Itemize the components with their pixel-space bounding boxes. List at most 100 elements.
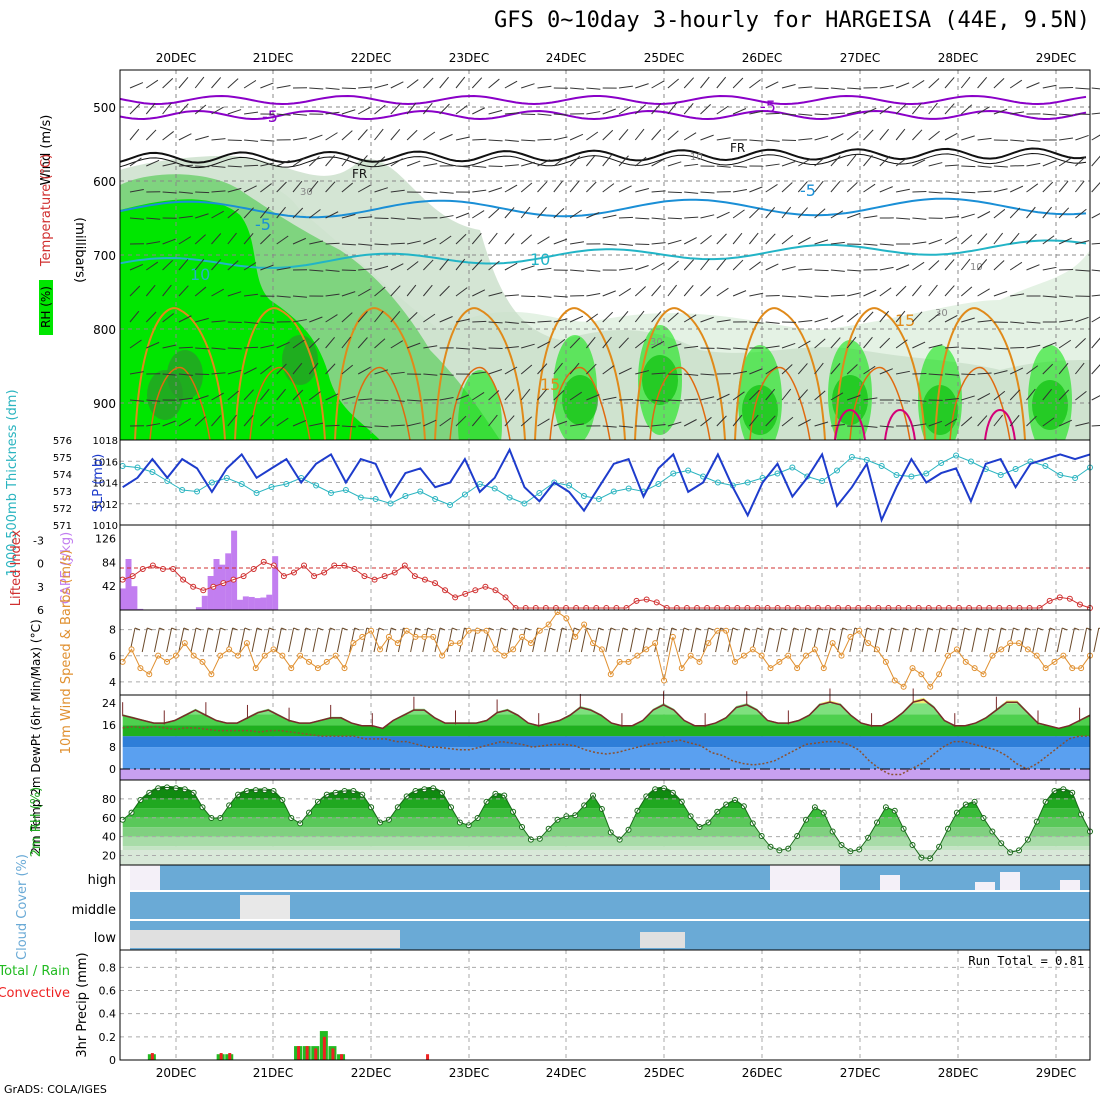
wind-barb — [667, 78, 679, 89]
wind-barb — [683, 237, 697, 245]
surface-wind-barb — [678, 627, 685, 653]
date-tick: 23DEC — [449, 1066, 489, 1080]
surface-wind-barb-flag — [391, 627, 397, 631]
wind-barb — [879, 186, 893, 193]
wind-barb — [309, 240, 324, 245]
wind-barb — [683, 132, 697, 141]
surface-wind-barb-flag — [549, 627, 555, 631]
rh-tick: 60 — [102, 812, 116, 825]
wind-barb — [618, 337, 629, 349]
temp-contour-minus5-lower — [119, 109, 1087, 121]
surface-wind-barb-flag — [195, 627, 202, 631]
wind-barb — [863, 311, 874, 323]
precip-tick: 0.4 — [99, 1008, 117, 1021]
wind-barb — [260, 344, 275, 349]
wind-barb — [928, 312, 940, 323]
wind-barb — [390, 103, 401, 115]
temp-contour-10 — [119, 239, 1087, 269]
wind-barb — [537, 295, 552, 298]
wind-barb — [178, 285, 189, 297]
surface-wind-barb-flag — [269, 627, 275, 631]
wind-barb — [928, 191, 943, 194]
wind-barb — [260, 321, 275, 324]
wind-barb — [488, 208, 500, 219]
wind-barb — [178, 236, 192, 245]
wind-barb — [374, 128, 384, 141]
wind-barb — [618, 216, 634, 219]
wind-barb — [1091, 181, 1100, 193]
wind-barb — [374, 425, 389, 428]
surface-wind-barb — [702, 627, 709, 653]
wind-barb — [830, 269, 845, 272]
wind-barb — [814, 113, 829, 116]
wind-barb — [961, 373, 976, 376]
wind-barb — [993, 108, 1008, 115]
wind-barb — [145, 311, 157, 323]
wind-barb — [309, 391, 321, 401]
wind-barb — [684, 191, 699, 194]
contour-label: 10 — [690, 152, 703, 163]
wind-barb — [847, 394, 861, 401]
cape-bar — [213, 559, 220, 610]
wind-barb — [439, 235, 452, 245]
wind-barb — [129, 157, 142, 167]
temp-contour-15 — [934, 307, 1026, 441]
wind-barb — [146, 341, 160, 349]
surface-wind-barb — [153, 627, 160, 653]
contour-label: FR — [730, 141, 745, 155]
wind-barb — [846, 182, 858, 193]
wind-barb — [993, 208, 1006, 219]
wind-barb — [570, 269, 585, 272]
wind-barb — [879, 287, 892, 297]
wind-barb — [635, 217, 650, 220]
surface-wind-barb — [300, 627, 307, 653]
wind-barb — [374, 310, 384, 323]
wind-barb — [1075, 316, 1089, 323]
wind-barb — [488, 139, 503, 142]
surface-wind-barb-flag — [952, 627, 958, 631]
wind-barb — [781, 342, 796, 349]
wind-barb — [374, 265, 389, 271]
wind-barb — [749, 207, 760, 219]
cape-tick: 126 — [95, 533, 116, 546]
surface-wind-barb-flag — [256, 627, 263, 631]
wind-barb — [292, 339, 305, 349]
wind-panel: 8 6 4 10m Wind Speed & Barbs (m/s) — [59, 550, 1100, 754]
wind-barb — [211, 138, 226, 141]
wind-barb — [847, 212, 861, 219]
cloud-tick: low — [94, 931, 117, 946]
slp-tick: 1014 — [93, 479, 118, 490]
surface-wind-barb — [983, 627, 990, 653]
wind-barb — [162, 344, 177, 349]
wind-barb — [830, 133, 844, 141]
wind-barb — [146, 261, 159, 271]
wind-barb — [423, 102, 433, 115]
surface-wind-barb-flag — [830, 627, 836, 631]
wind-barb — [1042, 363, 1054, 375]
wind-barb — [406, 311, 418, 323]
wind-barb — [896, 217, 911, 220]
wind-barb — [586, 212, 600, 219]
surface-wind-barb — [336, 627, 343, 653]
surface-wind-barb — [263, 627, 270, 653]
temp-contour-15 — [734, 307, 826, 441]
surface-wind-barb — [202, 627, 209, 653]
wind-barb — [472, 189, 487, 193]
cloud-low-block — [640, 932, 685, 948]
wind-barb — [308, 180, 319, 193]
precip-tick: 0.2 — [99, 1031, 117, 1044]
wind-barb — [651, 424, 666, 427]
wind-barb — [1042, 235, 1055, 245]
precip-convective-bar — [340, 1054, 344, 1060]
wind-barb — [1042, 84, 1057, 89]
wind-barb — [276, 417, 289, 427]
temp-contour-20 — [249, 366, 311, 441]
wind-barb — [1042, 113, 1057, 116]
wind-barb — [879, 266, 894, 271]
surface-wind-barb-flag — [342, 627, 348, 631]
wind-barb — [325, 111, 340, 115]
wind-barb — [749, 261, 761, 271]
wind-barb — [276, 206, 286, 219]
wind-barb — [455, 318, 470, 323]
wind-barb — [977, 415, 988, 427]
